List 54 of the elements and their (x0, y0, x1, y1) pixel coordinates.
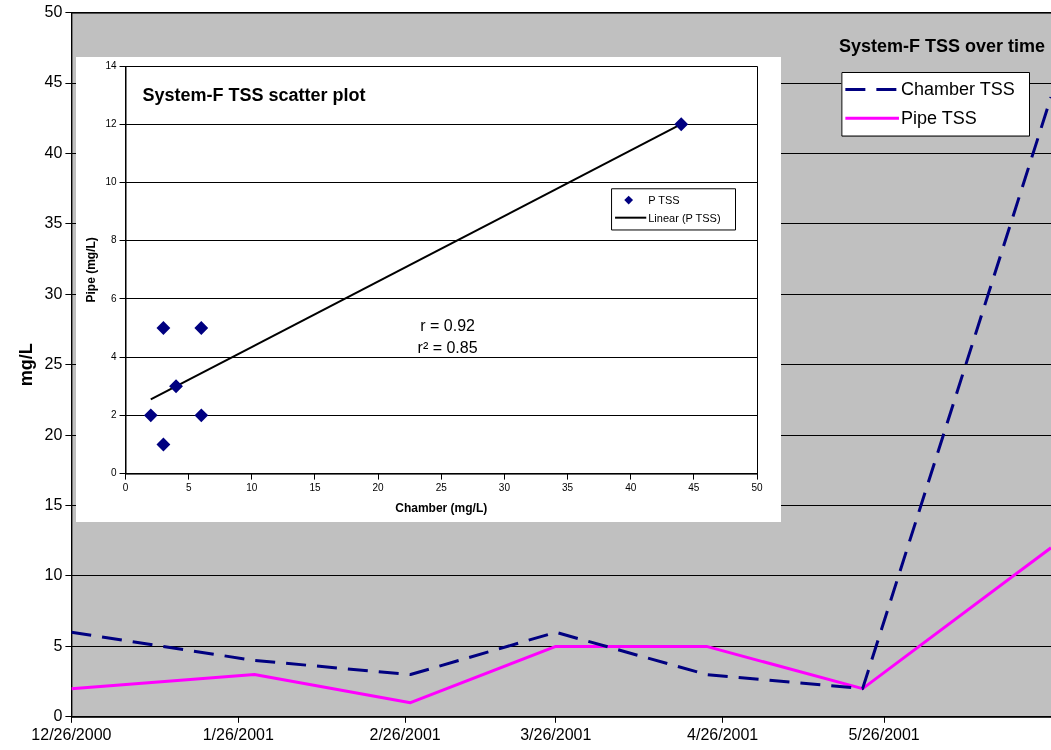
x-tick-label: 30 (498, 482, 511, 494)
x-tick-label: 40 (625, 482, 637, 494)
x-tick-label: 2/26/2001 (369, 725, 441, 743)
x-tick-label: 3/26/2001 (520, 725, 592, 743)
legend-label: Pipe TSS (900, 108, 977, 129)
y-tick-label: 0 (53, 707, 63, 725)
legend-label: Linear (P TSS) (648, 211, 721, 224)
y-tick-label: 2 (110, 409, 117, 421)
point (156, 437, 170, 451)
point (169, 379, 183, 393)
y-axis-title: mg/L (15, 343, 36, 387)
text: System-F TSS scatter plot (142, 84, 366, 105)
x-tick-label: 35 (561, 482, 574, 494)
x-tick-label: 45 (688, 482, 700, 494)
annotation: r² = 0.85 (417, 339, 478, 357)
x-tick-label: 10 (246, 482, 258, 494)
y-tick-label: 5 (53, 636, 63, 654)
x-tick-label: 5/26/2001 (848, 725, 920, 743)
x-tick-label: 5 (185, 482, 192, 494)
point (156, 321, 170, 335)
legend-label: P TSS (648, 194, 680, 207)
y-tick-label: 25 (44, 355, 63, 373)
y-tick-label: 20 (44, 425, 63, 443)
legend-label: Chamber TSS (900, 79, 1015, 100)
y-tick-label: 4 (110, 350, 117, 362)
y-tick-label: 10 (44, 566, 63, 584)
y-axis-title: Pipe (mg/L) (83, 237, 98, 303)
point (194, 408, 208, 422)
y-tick-label: 45 (44, 73, 63, 91)
y-tick-label: 40 (44, 143, 63, 161)
text: System-F TSS over time (838, 35, 1045, 56)
point (674, 117, 688, 131)
y-tick-label: 12 (105, 117, 117, 129)
y-tick-label: 8 (110, 234, 117, 246)
y-tick-label: 6 (110, 292, 117, 304)
y-tick-label: 15 (44, 495, 63, 513)
y-tick-label: 50 (44, 3, 63, 21)
point (194, 321, 208, 335)
x-tick-label: 4/26/2001 (687, 725, 759, 743)
x-axis-title: Chamber (mg/L) (395, 501, 488, 516)
y-tick-label: 0 (110, 467, 117, 479)
x-tick-label: 12/26/2000 (31, 725, 112, 743)
x-tick-label: 0 (122, 482, 129, 494)
x-tick-label: 50 (751, 482, 763, 494)
x-tick-label: 20 (372, 482, 385, 494)
annotation: r = 0.92 (420, 317, 476, 335)
point (144, 408, 158, 422)
y-tick-label: 14 (105, 59, 117, 71)
y-tick-label: 35 (44, 214, 63, 232)
x-tick-label: 1/26/2001 (202, 725, 274, 743)
y-tick-label: 30 (44, 284, 63, 302)
x-tick-label: 15 (309, 482, 321, 494)
y-tick-label: 10 (105, 176, 117, 188)
x-tick-label: 25 (435, 482, 448, 494)
